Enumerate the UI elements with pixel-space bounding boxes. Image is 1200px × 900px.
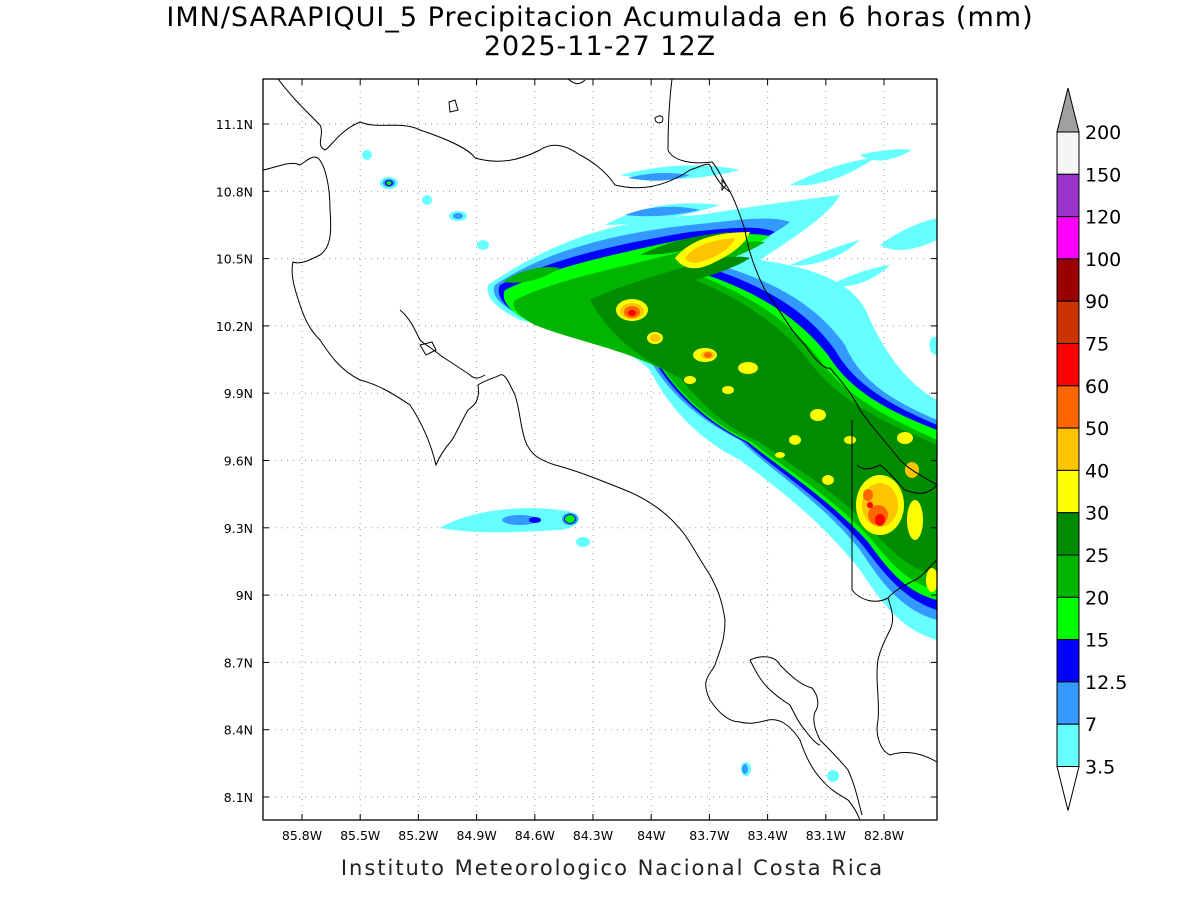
credit-text: Instituto Meteorologico Nacional Costa R… (340, 856, 885, 880)
colorbar-swatch (1056, 131, 1080, 175)
lat-tick-label: 9.6N (224, 454, 253, 469)
lon-tick-label: 85.8W (282, 828, 322, 843)
lat-tick-label: 9N (236, 588, 253, 603)
colorbar-label: 120 (1085, 207, 1121, 229)
lon-tick-label: 83.1W (806, 828, 846, 843)
colorbar-label: 30 (1085, 503, 1109, 525)
plot-frame (262, 78, 938, 821)
lat-tick-label: 8.4N (224, 723, 253, 738)
colorbar-swatch (1056, 427, 1080, 471)
colorbar-swatch (1056, 385, 1080, 429)
lon-tick-label: 84.9W (456, 828, 496, 843)
colorbar-label: 60 (1085, 376, 1109, 398)
lon-tick-label: 84.3W (573, 828, 613, 843)
lat-axis: 11.1N 10.8N 10.5N 10.2N 9.9N 9.6N 9.3N 9N 8.7N 8.… (216, 117, 937, 805)
colorbar-swatch (1056, 300, 1080, 345)
colorbar-swatch (1056, 639, 1080, 683)
colorbar-label: 75 (1085, 334, 1109, 356)
lat-tick-label: 10.8N (216, 184, 253, 199)
lon-tick-label: 84W (637, 828, 665, 843)
lat-tick-label: 9.9N (224, 386, 253, 401)
colorbar-label: 90 (1085, 291, 1109, 313)
colorbar-label: 7 (1085, 714, 1097, 736)
colorbar-label: 20 (1085, 587, 1109, 609)
colorbar-swatch (1056, 512, 1080, 556)
colorbar-label: 15 (1085, 630, 1109, 652)
map-title: IMN/SARAPIQUI_5 Precipitacion Acumulada … (166, 2, 1034, 33)
colorbar-swatch (1056, 258, 1080, 302)
lat-tick-label: 11.1N (216, 117, 253, 132)
colorbar-swatch (1056, 596, 1080, 641)
colorbar-swatch (1056, 723, 1080, 768)
lon-tick-label: 85.5W (340, 828, 380, 843)
colorbar-swatch (1056, 554, 1080, 598)
lat-tick-label: 8.7N (224, 655, 253, 670)
colorbar-swatch (1056, 469, 1080, 514)
colorbar-over-arrow (1056, 87, 1080, 133)
lat-tick-label: 8.1N (224, 790, 253, 805)
lon-tick-label: 83.7W (689, 828, 729, 843)
lon-tick-label: 82.8W (864, 828, 904, 843)
colorbar-label: 100 (1085, 249, 1121, 271)
lon-tick-label: 85.2W (398, 828, 438, 843)
precip-field (362, 149, 937, 782)
colorbar-label: 40 (1085, 460, 1109, 482)
colorbar-swatch (1056, 173, 1080, 218)
map-date: 2025-11-27 12Z (483, 31, 717, 62)
lon-tick-label: 84.6W (515, 828, 555, 843)
colorbar-label: 12.5 (1085, 672, 1127, 694)
colorbar-swatch (1056, 343, 1080, 387)
colorbar-under-arrow (1056, 766, 1080, 811)
colorbar: 200 150 120 100 90 75 60 50 40 30 25 20 15 12.5 7 3.5 (1056, 87, 1127, 811)
colorbar-label: 150 (1085, 164, 1121, 186)
colorbar-label: 50 (1085, 418, 1109, 440)
lat-tick-label: 10.5N (216, 252, 253, 267)
lon-tick-label: 83.4W (747, 828, 787, 843)
coastline (263, 79, 937, 820)
colorbar-label: 3.5 (1085, 757, 1115, 779)
colorbar-swatch (1056, 681, 1080, 725)
lon-axis: 85.8W 85.5W 85.2W 84.9W 84.6W 84.3W 84W 83.7W 83… (282, 79, 904, 843)
lat-tick-label: 10.2N (216, 319, 253, 334)
precip-60 (628, 310, 885, 526)
colorbar-label: 200 (1085, 122, 1121, 144)
lat-tick-label: 9.3N (224, 521, 253, 536)
colorbar-swatch (1056, 216, 1080, 260)
colorbar-label: 25 (1085, 545, 1109, 567)
